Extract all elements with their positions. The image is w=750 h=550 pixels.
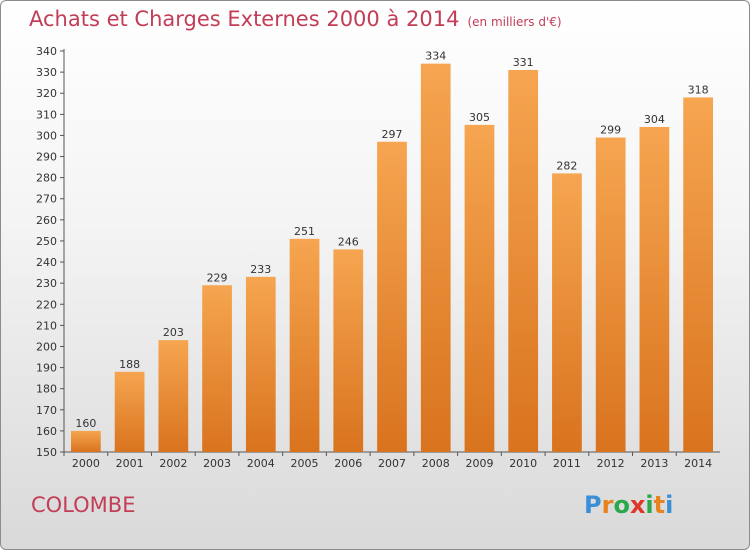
bar-2005 bbox=[289, 238, 320, 452]
y-tick-label: 220 bbox=[36, 298, 57, 311]
x-tick-label: 2013 bbox=[640, 457, 668, 470]
bar-2000 bbox=[70, 430, 101, 452]
bar-value-label: 246 bbox=[338, 235, 359, 248]
y-tick-label: 250 bbox=[36, 235, 57, 248]
bar-2004 bbox=[245, 276, 276, 452]
bar-2007 bbox=[377, 141, 407, 452]
chart-title-text: Achats et Charges Externes 2000 à 2014 bbox=[29, 7, 460, 31]
bar-2012 bbox=[595, 137, 626, 452]
y-tick-label: 280 bbox=[36, 172, 57, 185]
bar-value-label: 229 bbox=[207, 271, 228, 284]
y-tick-label: 160 bbox=[36, 425, 57, 438]
bar-value-label: 297 bbox=[382, 128, 403, 141]
x-tick-label: 2011 bbox=[553, 457, 581, 470]
logo-letter: x bbox=[629, 491, 646, 519]
x-tick-label: 2007 bbox=[378, 457, 406, 470]
x-tick-label: 2003 bbox=[203, 457, 231, 470]
y-tick-label: 230 bbox=[36, 277, 57, 290]
x-tick-label: 2008 bbox=[422, 457, 450, 470]
x-tick-label: 2000 bbox=[72, 457, 100, 470]
x-tick-label: 2001 bbox=[116, 457, 144, 470]
bar-2013 bbox=[639, 126, 670, 453]
y-tick-label: 270 bbox=[36, 193, 57, 206]
logo-letter: P bbox=[584, 491, 602, 519]
bar-2006 bbox=[333, 249, 364, 452]
logo-letter: r bbox=[601, 491, 614, 519]
y-tick-label: 300 bbox=[36, 129, 57, 142]
bar-value-label: 203 bbox=[163, 326, 184, 339]
y-tick-label: 260 bbox=[36, 214, 57, 227]
y-tick-label: 240 bbox=[36, 256, 57, 269]
y-tick-label: 190 bbox=[36, 362, 57, 375]
chart-subtitle: (en milliers d'€) bbox=[467, 15, 562, 29]
x-tick-label: 2002 bbox=[159, 457, 187, 470]
x-tick-label: 2010 bbox=[509, 457, 537, 470]
bar-value-label: 331 bbox=[513, 56, 534, 69]
x-tick-label: 2009 bbox=[465, 457, 493, 470]
bar-value-label: 299 bbox=[600, 124, 621, 137]
bar-value-label: 305 bbox=[469, 111, 490, 124]
y-tick-label: 310 bbox=[36, 108, 57, 121]
bar-2011 bbox=[552, 173, 582, 452]
logo-letter: o bbox=[613, 491, 630, 519]
commune-name: COLOMBE bbox=[31, 493, 136, 517]
bar-2003 bbox=[202, 285, 232, 452]
bar-value-label: 318 bbox=[688, 83, 709, 96]
bar-2002 bbox=[158, 340, 189, 452]
y-tick-label: 290 bbox=[36, 151, 57, 164]
x-tick-label: 2006 bbox=[334, 457, 362, 470]
bar-2009 bbox=[464, 124, 495, 453]
bar-value-label: 233 bbox=[250, 263, 271, 276]
proxiti-logo: Proxiti bbox=[584, 491, 673, 519]
chart-title: Achats et Charges Externes 2000 à 2014 (e… bbox=[29, 7, 562, 31]
y-tick-label: 200 bbox=[36, 340, 57, 353]
x-tick-label: 2004 bbox=[247, 457, 275, 470]
x-tick-label: 2014 bbox=[684, 457, 712, 470]
bar-2010 bbox=[508, 69, 539, 452]
bar-2001 bbox=[114, 371, 145, 452]
bar-value-label: 188 bbox=[119, 358, 140, 371]
y-tick-label: 180 bbox=[36, 383, 57, 396]
logo-letter: t bbox=[653, 491, 666, 519]
bar-value-label: 334 bbox=[425, 50, 446, 63]
logo-letter: i bbox=[665, 491, 674, 519]
y-tick-label: 170 bbox=[36, 404, 57, 417]
bar-2008 bbox=[420, 63, 451, 453]
y-tick-label: 150 bbox=[36, 446, 57, 459]
bar-value-label: 160 bbox=[75, 417, 96, 430]
bar-2014 bbox=[683, 97, 714, 452]
x-tick-label: 2012 bbox=[597, 457, 625, 470]
y-tick-label: 330 bbox=[36, 66, 57, 79]
x-tick-label: 2005 bbox=[291, 457, 319, 470]
y-tick-label: 320 bbox=[36, 87, 57, 100]
bar-value-label: 251 bbox=[294, 225, 315, 238]
logo-letter: i bbox=[645, 491, 654, 519]
y-tick-label: 340 bbox=[36, 45, 57, 58]
bar-value-label: 304 bbox=[644, 113, 665, 126]
y-tick-label: 210 bbox=[36, 319, 57, 332]
bar-value-label: 282 bbox=[556, 159, 577, 172]
